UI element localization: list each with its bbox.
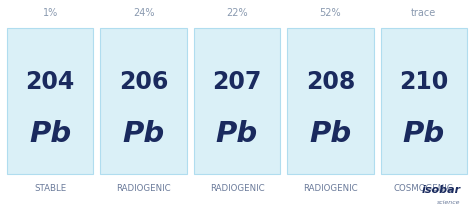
Text: isobar: isobar xyxy=(422,185,461,195)
Text: 208: 208 xyxy=(306,70,355,94)
Text: 24%: 24% xyxy=(133,8,155,18)
Text: STABLE: STABLE xyxy=(34,184,66,193)
Text: Pb: Pb xyxy=(216,120,258,149)
Text: 210: 210 xyxy=(399,70,448,94)
Text: 207: 207 xyxy=(212,70,262,94)
Text: 206: 206 xyxy=(119,70,168,94)
FancyBboxPatch shape xyxy=(100,28,187,174)
Text: Pb: Pb xyxy=(29,120,71,149)
FancyBboxPatch shape xyxy=(7,28,93,174)
Text: science: science xyxy=(438,199,461,204)
FancyBboxPatch shape xyxy=(287,28,374,174)
FancyBboxPatch shape xyxy=(381,28,467,174)
Text: RADIOGENIC: RADIOGENIC xyxy=(210,184,264,193)
Text: RADIOGENIC: RADIOGENIC xyxy=(303,184,358,193)
Text: Pb: Pb xyxy=(309,120,352,149)
Text: COSMOGENIC: COSMOGENIC xyxy=(394,184,454,193)
FancyBboxPatch shape xyxy=(194,28,280,174)
Text: 1%: 1% xyxy=(43,8,58,18)
Text: 204: 204 xyxy=(26,70,75,94)
Text: 22%: 22% xyxy=(226,8,248,18)
Text: Pb: Pb xyxy=(122,120,165,149)
Text: RADIOGENIC: RADIOGENIC xyxy=(116,184,171,193)
Text: Pb: Pb xyxy=(403,120,445,149)
Text: trace: trace xyxy=(411,8,437,18)
Text: 52%: 52% xyxy=(319,8,341,18)
